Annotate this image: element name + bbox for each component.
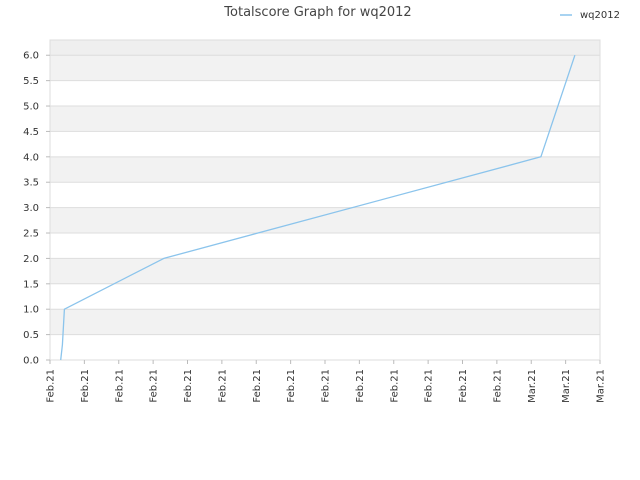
plot-background: [50, 40, 600, 360]
x-tick-label: Feb.21: [80, 369, 91, 403]
x-tick-label: Feb.21: [183, 369, 194, 403]
x-tick-label: Feb.21: [286, 369, 297, 403]
series-layer: [60, 54, 576, 361]
y-tick-label: 0.0: [23, 356, 39, 367]
plot-area: [49, 39, 601, 361]
x-tick-label: Feb.21: [114, 369, 125, 403]
y-tick-label: 6.0: [23, 51, 39, 62]
y-tick-label: 5.5: [23, 76, 39, 87]
y-tick-label: 3.5: [23, 178, 39, 189]
y-tick-label: 3.0: [23, 203, 39, 214]
x-tick-label: Mar.21: [527, 369, 538, 403]
chart-title: Totalscore Graph for wq2012: [223, 5, 411, 20]
x-tick-label: Feb.21: [252, 369, 263, 403]
y-tick-label: 1.0: [23, 305, 39, 316]
grid-band: [50, 106, 600, 132]
y-tick-label: 5.0: [23, 102, 39, 113]
grid-band: [50, 207, 600, 234]
x-tick-label: Feb.21: [492, 369, 503, 403]
y-tick-label: 1.5: [23, 279, 39, 290]
grid-band: [50, 156, 600, 183]
grid-band: [50, 40, 600, 56]
grid-band: [50, 55, 600, 81]
x-tick-label: Feb.21: [321, 369, 332, 403]
x-tick-label: Feb.21: [355, 369, 366, 403]
grid-band: [50, 309, 600, 335]
x-axis: Feb.21 Feb.21 Feb.21 Feb.21 Feb.21 Feb.21 Feb.…: [46, 360, 607, 403]
x-tick-label: Mar.21: [596, 369, 607, 403]
x-tick-label: Mar.21: [561, 369, 572, 403]
x-tick-label: Feb.21: [217, 369, 228, 403]
x-tick-label: Feb.21: [424, 369, 435, 403]
y-tick-label: 4.5: [23, 127, 39, 138]
legend-label-wq2012: wq2012: [580, 10, 620, 21]
x-tick-label: Feb.21: [149, 369, 160, 403]
y-tick-label: 0.5: [23, 330, 39, 341]
x-tick-label: Feb.21: [458, 369, 469, 403]
x-tick-label: Feb.21: [46, 369, 57, 403]
series-line-wq2012: [60, 54, 576, 361]
y-tick-label: 4.0: [23, 152, 39, 163]
x-tick-label: Feb.21: [389, 369, 400, 403]
legend: wq2012: [560, 10, 620, 21]
y-tick-label: 2.5: [23, 229, 39, 240]
y-tick-label: 2.0: [23, 254, 39, 265]
grid-band: [50, 258, 600, 284]
y-axis: 0.0 0.5 1.0 1.5 2.0 2.5 3.0 3.5 4.0 4.5 5.0 5.5 6.0: [23, 51, 50, 367]
